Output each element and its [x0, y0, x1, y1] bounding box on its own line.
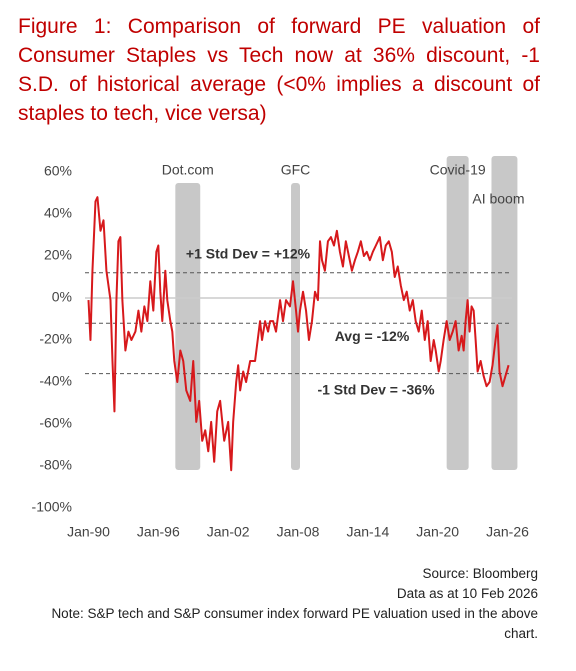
note: Note: S&P tech and S&P consumer index fo… [51, 606, 538, 641]
y-tick-label: 60% [44, 163, 72, 179]
y-tick-label: 20% [44, 247, 72, 263]
footer: Source: Bloomberg Data as at 10 Feb 2026… [38, 564, 538, 644]
x-tick-label: Jan-02 [207, 524, 250, 540]
band-label: GFC [281, 162, 311, 178]
y-tick-label: -100% [32, 499, 72, 515]
data-date: Data as at 10 Feb 2026 [396, 586, 538, 601]
reference-label: -1 Std Dev = -36% [317, 381, 435, 397]
y-tick-label: -20% [39, 331, 72, 347]
series-line [87, 196, 510, 472]
shaded-band [291, 183, 300, 470]
y-tick-label: 40% [44, 205, 72, 221]
y-tick-label: -40% [39, 373, 72, 389]
x-tick-label: Jan-96 [137, 524, 180, 540]
shaded-band [175, 183, 201, 470]
band-label: AI boom [472, 191, 524, 207]
band-label: Dot.com [162, 162, 214, 178]
reference-label: Avg = -12% [335, 328, 410, 344]
reference-label: +1 Std Dev = +12% [186, 246, 311, 262]
x-tick-label: Jan-26 [486, 524, 529, 540]
shaded-band [446, 156, 469, 470]
y-tick-label: -80% [39, 457, 72, 473]
x-tick-label: Jan-08 [277, 524, 320, 540]
chart: Dot.com GFC Covid-19 AI boom 60% 40% 20% 0% -20%… [32, 156, 529, 540]
band-label: Covid-19 [430, 162, 486, 178]
x-tick-label: Jan-14 [346, 524, 389, 540]
y-tick-label: 0% [52, 289, 72, 305]
chart-title: Figure 1: Comparison of forward PE valua… [18, 15, 540, 125]
source: Source: Bloomberg [422, 566, 538, 581]
shaded-band [491, 156, 518, 470]
x-tick-label: Jan-20 [416, 524, 459, 540]
y-tick-label: -60% [39, 415, 72, 431]
x-tick-label: Jan-90 [67, 524, 110, 540]
